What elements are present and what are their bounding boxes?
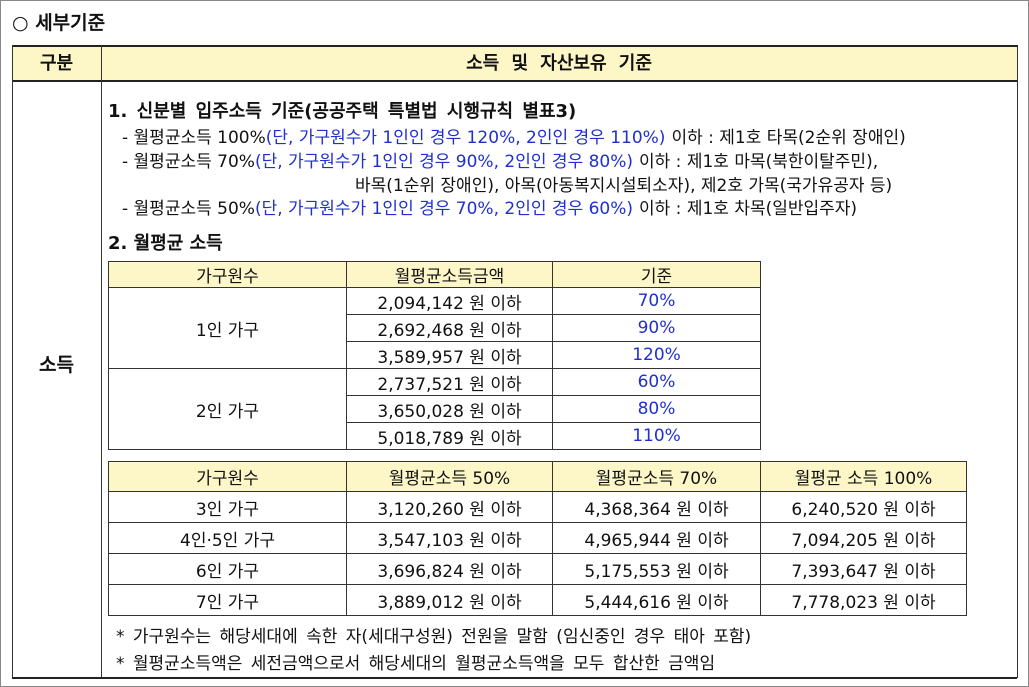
percent-cell: 110% — [552, 422, 761, 450]
percent-cell: 90% — [552, 314, 761, 342]
amount-cell: 7,778,023 원 이하 — [760, 584, 967, 616]
criteria-label: - 월평균소득 70% — [122, 152, 255, 172]
criteria-line: - 월평균소득 50%(단, 가구원수가 1인인 경우 70%, 2인인 경우 … — [122, 194, 857, 219]
bottom-border — [12, 677, 1017, 679]
amount-cell: 7,094,205 원 이하 — [760, 522, 967, 554]
note: * 월평균소득액은 세전금액으로서 해당세대의 월평균소득액을 모두 합산한 금… — [116, 654, 716, 674]
amount-cell: 2,692,468 원 이하 — [346, 314, 553, 342]
table1-header: 가구원수 — [108, 261, 347, 288]
criteria-condition: (단, 가구원수가 1인인 경우 90%, 2인인 경우 80%) — [254, 152, 633, 172]
criteria-line: - 월평균소득 100%(단, 가구원수가 1인인 경우 120%, 2인인 경… — [122, 123, 906, 148]
left-border — [12, 45, 13, 678]
header-category: 구분 — [39, 53, 74, 74]
amount-cell: 3,696,824 원 이하 — [346, 553, 553, 585]
amount-cell: 5,175,553 원 이하 — [552, 553, 761, 585]
table1-header: 기준 — [552, 261, 761, 288]
amount-cell: 5,018,789 원 이하 — [346, 422, 553, 450]
table2-header: 월평균 소득 100% — [760, 461, 967, 492]
section1-heading: 1. 신분별 입주소득 기준(공공주택 특별법 시행규칙 별표3) — [108, 101, 577, 122]
header-row — [12, 45, 1017, 82]
amount-cell: 3,589,957 원 이하 — [346, 341, 553, 369]
title: ○ 세부기준 — [12, 12, 106, 34]
table2-header: 월평균소득 50% — [346, 461, 553, 492]
table1-header: 월평균소득금액 — [346, 261, 553, 288]
criteria-condition: (단, 가구원수가 1인인 경우 70%, 2인인 경우 60%) — [254, 199, 633, 219]
household-size: 1인 가구 — [108, 287, 347, 369]
household-size: 7인 가구 — [108, 584, 347, 616]
percent-cell: 70% — [552, 287, 761, 315]
amount-cell: 5,444,616 원 이하 — [552, 584, 761, 616]
amount-cell: 3,889,012 원 이하 — [346, 584, 553, 616]
amount-cell: 2,094,142 원 이하 — [346, 287, 553, 315]
household-size: 2인 가구 — [108, 368, 347, 450]
household-size: 3인 가구 — [108, 491, 347, 523]
criteria-rest: 이하 : 제1호 타목(2순위 장애인) — [671, 128, 906, 148]
note: * 가구원수는 해당세대에 속한 자(세대구성원) 전원을 말함 (임신중인 경… — [116, 627, 752, 647]
table2-header: 월평균소득 70% — [552, 461, 761, 492]
amount-cell: 3,650,028 원 이하 — [346, 395, 553, 423]
amount-cell: 7,393,647 원 이하 — [760, 553, 967, 585]
percent-cell: 60% — [552, 368, 761, 396]
criteria-line: - 월평균소득 70%(단, 가구원수가 1인인 경우 90%, 2인인 경우 … — [122, 147, 878, 172]
criteria-continuation: 바목(1순위 장애인), 아목(아동복지시설퇴소자), 제2호 가목(국가유공자… — [355, 176, 893, 196]
criteria-condition: (단, 가구원수가 1인인 경우 120%, 2인인 경우 110%) — [265, 128, 666, 148]
amount-cell: 3,120,260 원 이하 — [346, 491, 553, 523]
criteria-label: - 월평균소득 50% — [122, 199, 255, 219]
percent-cell: 80% — [552, 395, 761, 423]
right-border — [1017, 45, 1018, 678]
criteria-rest: 이하 : 제1호 마목(북한이탈주민), — [639, 152, 879, 172]
percent-cell: 120% — [552, 341, 761, 369]
criteria-label: - 월평균소득 100% — [122, 128, 266, 148]
column-divider — [101, 45, 102, 678]
header-criteria: 소득 및 자산보유 기준 — [466, 53, 652, 74]
criteria-rest: 이하 : 제1호 차목(일반입주자) — [639, 199, 858, 219]
row-label: 소득 — [39, 354, 74, 376]
amount-cell: 4,368,364 원 이하 — [552, 491, 761, 523]
amount-cell: 6,240,520 원 이하 — [760, 491, 967, 523]
amount-cell: 4,965,944 원 이하 — [552, 522, 761, 554]
household-size: 6인 가구 — [108, 553, 347, 585]
table2-header: 가구원수 — [108, 461, 347, 492]
household-size: 4인·5인 가구 — [108, 522, 347, 554]
amount-cell: 2,737,521 원 이하 — [346, 368, 553, 396]
amount-cell: 3,547,103 원 이하 — [346, 522, 553, 554]
section2-heading: 2. 월평균 소득 — [108, 233, 223, 254]
